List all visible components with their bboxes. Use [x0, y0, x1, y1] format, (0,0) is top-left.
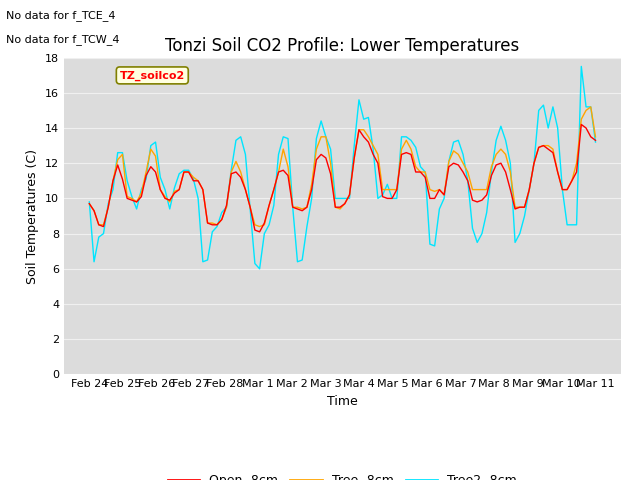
- X-axis label: Time: Time: [327, 395, 358, 408]
- Legend: Open -8cm, Tree -8cm, Tree2 -8cm: Open -8cm, Tree -8cm, Tree2 -8cm: [163, 469, 522, 480]
- Text: No data for f_TCW_4: No data for f_TCW_4: [6, 34, 120, 45]
- Text: TZ_soilco2: TZ_soilco2: [120, 70, 185, 81]
- Title: Tonzi Soil CO2 Profile: Lower Temperatures: Tonzi Soil CO2 Profile: Lower Temperatur…: [165, 36, 520, 55]
- Y-axis label: Soil Temperatures (C): Soil Temperatures (C): [26, 148, 40, 284]
- Text: No data for f_TCE_4: No data for f_TCE_4: [6, 10, 116, 21]
